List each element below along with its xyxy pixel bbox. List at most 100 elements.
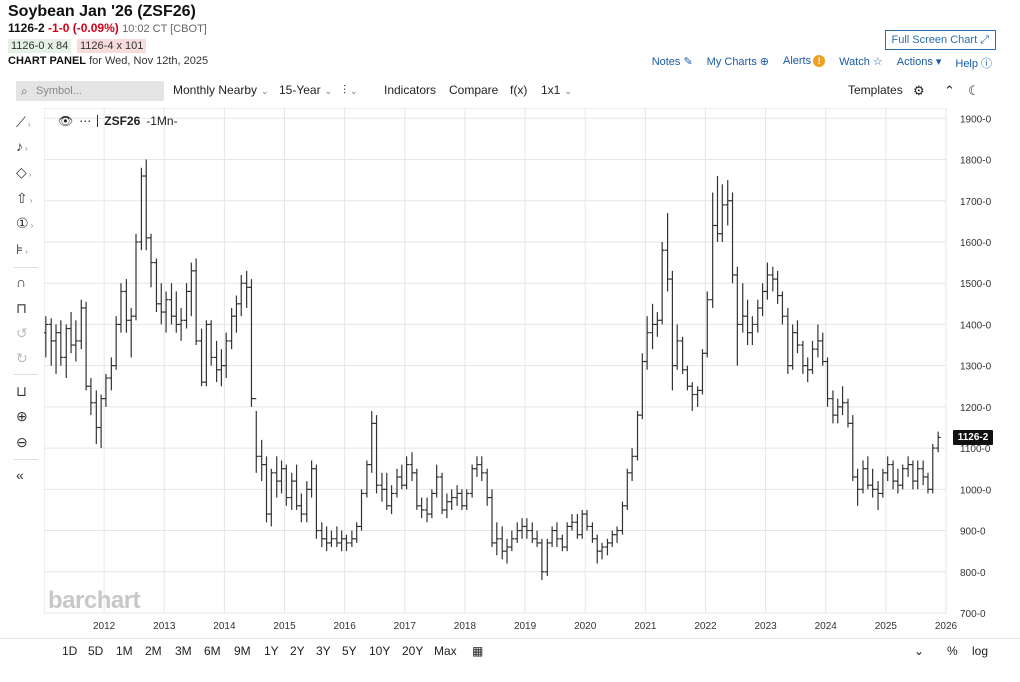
shape-icon[interactable]: ◇ ›: [16, 164, 32, 180]
y-tick-label: 900-0: [960, 527, 986, 538]
chart-type-dropdown[interactable]: ⫶ ⌄: [343, 83, 358, 98]
ask-badge: 1126-4 x 101: [77, 39, 147, 53]
zoom-in-icon[interactable]: ⊕: [16, 408, 28, 424]
fullscreen-label: Full Screen Chart: [891, 34, 978, 46]
range-button-5d[interactable]: 5D: [88, 644, 104, 658]
settings-gear-icon[interactable]: ⚙: [913, 83, 925, 98]
ohlc-bar: [158, 283, 164, 325]
arrow-up-icon[interactable]: ⇧ ›: [16, 190, 33, 206]
alerts-link[interactable]: Alerts!: [783, 55, 826, 71]
x-tick-label: 2014: [213, 621, 236, 632]
ohlc-bars-icon: ⫶: [343, 83, 347, 97]
ohlc-bar: [489, 489, 495, 548]
measure-icon[interactable]: ⊧ ›: [16, 241, 28, 257]
ohlc-bar: [794, 320, 800, 354]
ohlc-bar: [444, 493, 450, 519]
ohlc-bar: [499, 526, 505, 560]
ohlc-bar: [409, 452, 415, 482]
ohlc-bar: [369, 411, 375, 473]
calendar-icon[interactable]: ▦: [472, 644, 484, 658]
range-button-6m[interactable]: 6M: [204, 644, 221, 658]
collapse-up-icon[interactable]: ⌃: [944, 83, 955, 98]
indicators-button[interactable]: Indicators: [384, 83, 437, 97]
more-icon[interactable]: ⋯: [79, 114, 92, 128]
log-toggle[interactable]: log: [972, 644, 989, 658]
range-button-max[interactable]: Max: [434, 644, 457, 658]
chart-area[interactable]: 700-0 800-0 900-0 1000-0 1100-0 1200-0 1300-0 1…: [44, 108, 996, 636]
range-button-1m[interactable]: 1M: [116, 644, 133, 658]
ohlc-bar: [504, 538, 510, 564]
range-button-2m[interactable]: 2M: [145, 644, 162, 658]
fullscreen-button[interactable]: Full Screen Chart ⤢: [884, 30, 996, 50]
redo-icon[interactable]: ↻: [16, 350, 28, 366]
y-tick-label: 1700-0: [960, 197, 992, 208]
chevron-down-icon: ⌄: [324, 86, 333, 96]
ohlc-bar: [549, 526, 555, 548]
price-chart[interactable]: 700-0 800-0 900-0 1000-0 1100-0 1200-0 1300-0 1…: [44, 108, 996, 636]
compare-button[interactable]: Compare: [449, 83, 499, 97]
y-tick-label: 1600-0: [960, 238, 992, 249]
templates-button[interactable]: Templates: [848, 83, 903, 97]
range-button-20y[interactable]: 20Y: [402, 644, 424, 658]
dark-mode-icon[interactable]: ☾: [968, 83, 980, 98]
range-button-2y[interactable]: 2Y: [290, 644, 305, 658]
ohlc-bar: [619, 501, 625, 535]
ohlc-bar: [128, 307, 134, 358]
ohlc-bar: [289, 472, 295, 510]
help-link[interactable]: Help ⓘ: [955, 55, 992, 71]
range-button-1y[interactable]: 1Y: [264, 644, 279, 658]
y-tick-label: 1100-0: [960, 444, 991, 455]
ohlc-bar: [865, 456, 871, 490]
ohlc-bar: [584, 509, 590, 531]
ohlc-bar: [609, 530, 615, 548]
double-chevron-down-icon[interactable]: ⌄: [914, 644, 925, 658]
ohlc-bar: [123, 279, 129, 333]
zoom-out-icon[interactable]: ⊖: [16, 434, 28, 450]
notes-link[interactable]: Notes ✎: [652, 55, 693, 71]
ohlc-bar: [479, 456, 485, 482]
ohlc-bar: [469, 464, 475, 498]
fx-button[interactable]: f(x): [510, 83, 528, 97]
collapse-icon[interactable]: «: [16, 467, 24, 483]
range-button-10y[interactable]: 10Y: [369, 644, 391, 658]
ohlc-bar: [429, 489, 435, 519]
ohlc-bar: [764, 262, 770, 300]
ohlc-bar: [93, 390, 99, 444]
ohlc-bar: [599, 542, 605, 560]
range-button-3m[interactable]: 3M: [175, 644, 192, 658]
trendline-icon[interactable]: ⟋ ›: [16, 114, 31, 130]
ohlc-bar: [103, 373, 109, 407]
ohlc-bar: [900, 464, 906, 490]
ohlc-bar: [58, 320, 64, 366]
interval-dropdown[interactable]: Monthly Nearby ⌄: [173, 83, 269, 97]
watch-link[interactable]: Watch ☆: [839, 55, 883, 71]
eye-icon[interactable]: 👁: [58, 114, 74, 128]
ohlc-bar: [379, 472, 385, 502]
ohlc-bar: [163, 291, 169, 333]
ohlc-bar: [529, 522, 535, 543]
range-button-9m[interactable]: 9M: [234, 644, 251, 658]
ohlc-bar: [915, 460, 921, 490]
range-button-3y[interactable]: 3Y: [316, 644, 331, 658]
range-button-1d[interactable]: 1D: [62, 644, 78, 658]
symbol-search-input[interactable]: ⌕ Symbol...: [16, 81, 164, 101]
fib-icon[interactable]: ♪ ›: [16, 138, 28, 154]
layout-dropdown[interactable]: 1x1 ⌄: [541, 83, 572, 97]
alert-icon: !: [813, 55, 826, 67]
ohlc-bar: [283, 464, 289, 506]
range-button-5y[interactable]: 5Y: [342, 644, 357, 658]
top-links: Notes ✎ My Charts ⊕ Alerts! Watch ☆ Actions…: [652, 55, 992, 71]
period-dropdown[interactable]: 15-Year ⌄: [279, 83, 332, 97]
lock-icon[interactable]: ⊓: [16, 300, 27, 316]
magnet-icon[interactable]: ∩: [16, 274, 27, 290]
undo-icon[interactable]: ↺: [16, 325, 28, 341]
annotation-icon[interactable]: ① ›: [16, 215, 34, 231]
ohlc-bar: [875, 481, 881, 510]
mycharts-link[interactable]: My Charts ⊕: [707, 55, 769, 71]
percent-toggle[interactable]: %: [947, 644, 958, 658]
ohlc-bar: [214, 340, 220, 383]
trash-icon[interactable]: ⊔: [16, 383, 27, 399]
actions-menu[interactable]: Actions ▾: [897, 55, 942, 71]
ohlc-bar: [399, 464, 405, 490]
alerts-label: Alerts: [783, 55, 812, 67]
